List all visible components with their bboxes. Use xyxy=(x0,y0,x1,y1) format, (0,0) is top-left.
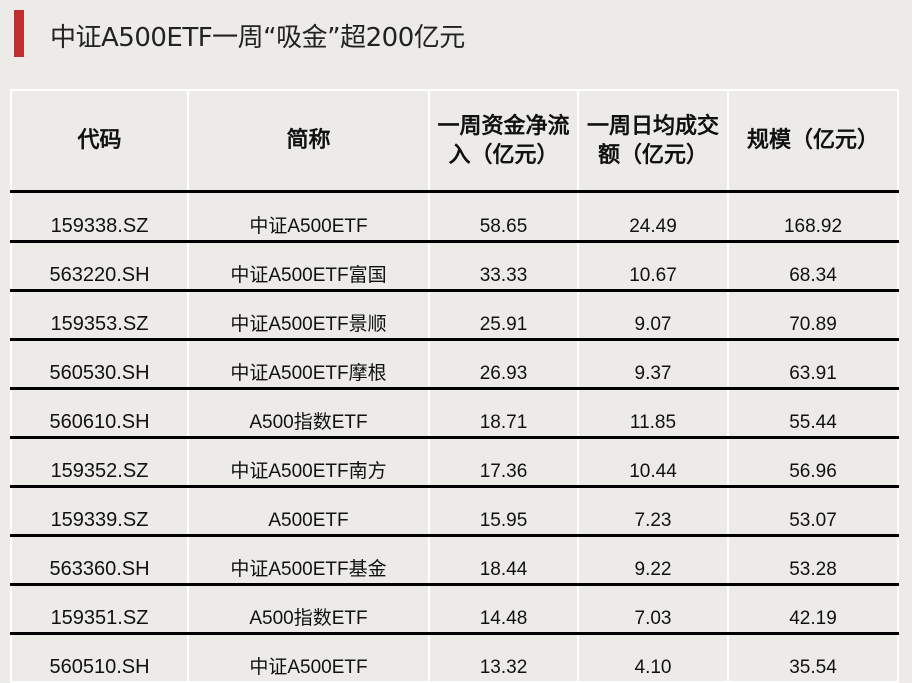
cell-net-inflow: 13.32 xyxy=(428,633,579,683)
cell-code: 560510.SH xyxy=(10,633,189,683)
cell-scale: 42.19 xyxy=(727,584,899,635)
cell-scale: 63.91 xyxy=(727,339,899,390)
cell-scale: 53.07 xyxy=(727,486,899,537)
cell-scale: 168.92 xyxy=(727,191,899,243)
cell-avg-turnover: 7.03 xyxy=(577,584,729,635)
cell-scale: 53.28 xyxy=(727,535,899,586)
cell-code: 560610.SH xyxy=(10,388,189,439)
cell-net-inflow: 17.36 xyxy=(428,437,579,488)
cell-name: 中证A500ETF xyxy=(187,633,430,683)
cell-name: 中证A500ETF基金 xyxy=(187,535,430,586)
table-row: 159351.SZ A500指数ETF 14.48 7.03 42.19 xyxy=(10,584,899,635)
cell-avg-turnover: 9.07 xyxy=(577,290,729,341)
header-avg-turnover: 一周日均成交额（亿元） xyxy=(577,89,729,193)
cell-code: 563220.SH xyxy=(10,241,189,292)
cell-name: 中证A500ETF摩根 xyxy=(187,339,430,390)
table-row: 159352.SZ 中证A500ETF南方 17.36 10.44 56.96 xyxy=(10,437,899,488)
cell-code: 563360.SH xyxy=(10,535,189,586)
cell-avg-turnover: 11.85 xyxy=(577,388,729,439)
table-row: 159338.SZ 中证A500ETF 58.65 24.49 168.92 xyxy=(10,191,899,243)
cell-scale: 70.89 xyxy=(727,290,899,341)
cell-avg-turnover: 9.22 xyxy=(577,535,729,586)
cell-net-inflow: 33.33 xyxy=(428,241,579,292)
table-row: 563220.SH 中证A500ETF富国 33.33 10.67 68.34 xyxy=(10,241,899,292)
header-code: 代码 xyxy=(10,89,189,193)
cell-code: 159339.SZ xyxy=(10,486,189,537)
page-title: 中证A500ETF一周“吸金”超200亿元 xyxy=(50,23,465,53)
header-net-inflow: 一周资金净流入（亿元） xyxy=(428,89,579,193)
cell-name: A500指数ETF xyxy=(187,584,430,635)
header-name: 简称 xyxy=(187,89,430,193)
cell-net-inflow: 18.44 xyxy=(428,535,579,586)
table-row: 159353.SZ 中证A500ETF景顺 25.91 9.07 70.89 xyxy=(10,290,899,341)
table-row: 563360.SH 中证A500ETF基金 18.44 9.22 53.28 xyxy=(10,535,899,586)
cell-net-inflow: 14.48 xyxy=(428,584,579,635)
header-scale: 规模（亿元） xyxy=(727,89,899,193)
cell-code: 560530.SH xyxy=(10,339,189,390)
cell-avg-turnover: 10.44 xyxy=(577,437,729,488)
table-row: 560530.SH 中证A500ETF摩根 26.93 9.37 63.91 xyxy=(10,339,899,390)
cell-avg-turnover: 4.10 xyxy=(577,633,729,683)
cell-avg-turnover: 9.37 xyxy=(577,339,729,390)
cell-name: 中证A500ETF富国 xyxy=(187,241,430,292)
cell-name: 中证A500ETF xyxy=(187,191,430,243)
cell-avg-turnover: 7.23 xyxy=(577,486,729,537)
table-row: 560510.SH 中证A500ETF 13.32 4.10 35.54 xyxy=(10,633,899,683)
cell-net-inflow: 58.65 xyxy=(428,191,579,243)
cell-name: A500指数ETF xyxy=(187,388,430,439)
cell-avg-turnover: 24.49 xyxy=(577,191,729,243)
table-header-row: 代码 简称 一周资金净流入（亿元） 一周日均成交额（亿元） 规模（亿元） xyxy=(10,89,899,193)
cell-code: 159352.SZ xyxy=(10,437,189,488)
cell-scale: 56.96 xyxy=(727,437,899,488)
cell-name: 中证A500ETF景顺 xyxy=(187,290,430,341)
etf-table: 代码 简称 一周资金净流入（亿元） 一周日均成交额（亿元） 规模（亿元） 159… xyxy=(10,89,899,683)
cell-net-inflow: 18.71 xyxy=(428,388,579,439)
title-accent-bar xyxy=(14,10,24,57)
cell-name: A500ETF xyxy=(187,486,430,537)
cell-code: 159338.SZ xyxy=(10,191,189,243)
cell-net-inflow: 25.91 xyxy=(428,290,579,341)
cell-code: 159351.SZ xyxy=(10,584,189,635)
cell-net-inflow: 15.95 xyxy=(428,486,579,537)
table-row: 560610.SH A500指数ETF 18.71 11.85 55.44 xyxy=(10,388,899,439)
cell-net-inflow: 26.93 xyxy=(428,339,579,390)
cell-name: 中证A500ETF南方 xyxy=(187,437,430,488)
table-row: 159339.SZ A500ETF 15.95 7.23 53.07 xyxy=(10,486,899,537)
cell-avg-turnover: 10.67 xyxy=(577,241,729,292)
cell-scale: 55.44 xyxy=(727,388,899,439)
cell-scale: 68.34 xyxy=(727,241,899,292)
cell-code: 159353.SZ xyxy=(10,290,189,341)
cell-scale: 35.54 xyxy=(727,633,899,683)
